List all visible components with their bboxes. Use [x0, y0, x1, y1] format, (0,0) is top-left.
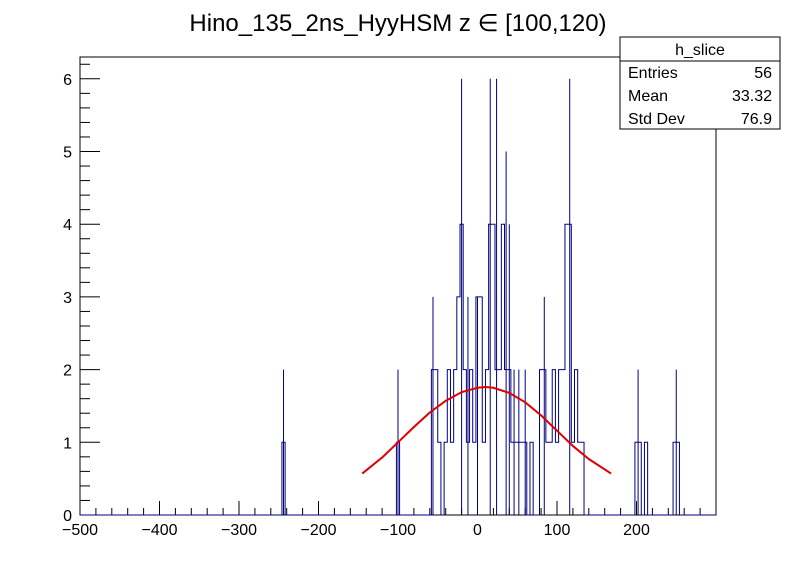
stats-box-frame: [619, 36, 781, 130]
chart-title: Hino_135_2ns_HyyHSM z ∈ [100,120): [189, 10, 606, 37]
stats-mean-value: 33.32: [732, 88, 772, 105]
y-tick-label: 6: [63, 72, 72, 89]
x-tick-label: 200: [623, 522, 650, 539]
stats-stddev-value: 76.9: [741, 111, 772, 128]
stats-entries-label: Entries: [628, 65, 678, 82]
x-tick-label: −200: [300, 522, 336, 539]
x-axis: −500 −400 −300 −200 −100 0 100 200: [62, 501, 717, 539]
y-tick-label: 2: [63, 363, 72, 380]
histogram-series: [80, 223, 716, 516]
y-tick-label: 0: [63, 508, 72, 525]
y-tick-label: 4: [63, 217, 72, 234]
y-tick-label: 1: [63, 435, 72, 452]
stats-mean-label: Mean: [628, 88, 668, 105]
x-tick-label: −300: [221, 522, 257, 539]
stats-box: h_slice Entries 56 Mean 33.32 Std Dev 76…: [619, 36, 781, 130]
x-tick-label: 100: [544, 522, 571, 539]
stats-box-title: h_slice: [675, 42, 725, 59]
y-axis: 0 1 2 3 4 5 6: [63, 63, 100, 525]
x-tick-label: −100: [380, 522, 416, 539]
x-tick-label: −400: [141, 522, 177, 539]
x-tick-label: 0: [473, 522, 482, 539]
x-tick-label: −500: [62, 522, 98, 539]
stats-stddev-label: Std Dev: [628, 111, 685, 128]
stats-entries-value: 56: [754, 65, 772, 82]
gaussian-fit-curve: [361, 386, 612, 475]
y-tick-label: 5: [63, 145, 72, 162]
y-tick-label: 3: [63, 290, 72, 307]
